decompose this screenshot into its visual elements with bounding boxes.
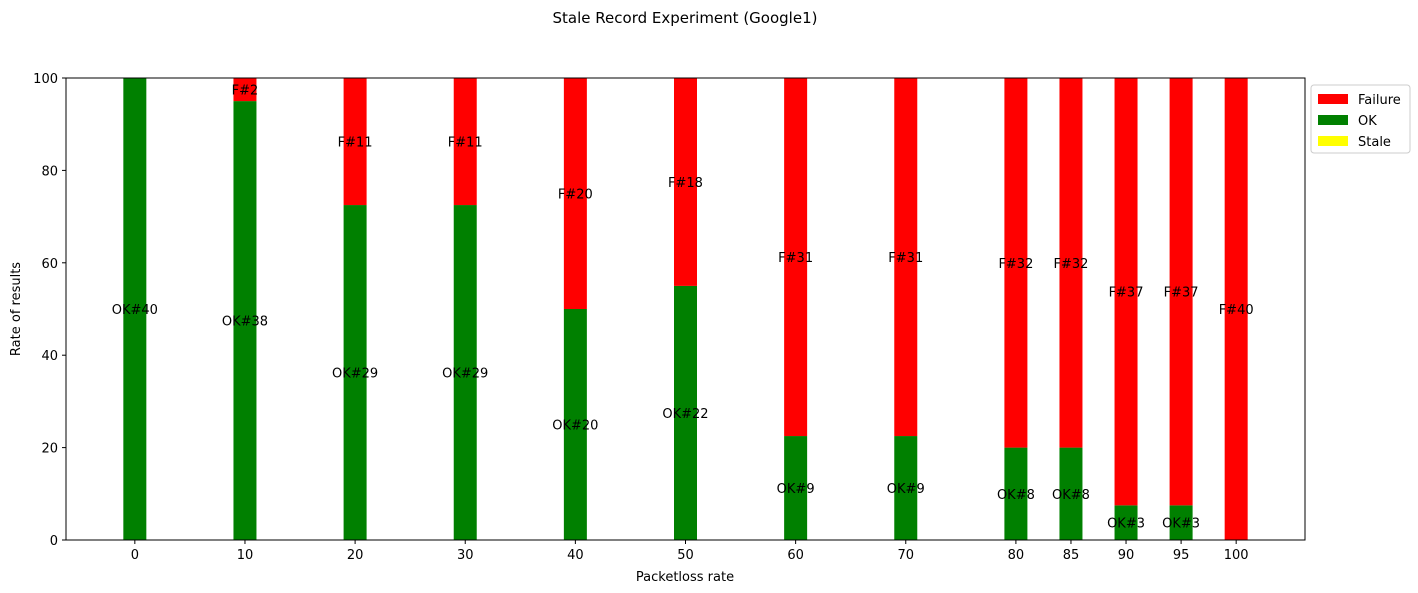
- y-tick-label: 0: [50, 534, 58, 549]
- bar-ok-90: [1114, 505, 1138, 540]
- bar-failure-90: [1114, 78, 1138, 506]
- x-tick-label: 70: [897, 548, 914, 563]
- x-tick-label: 20: [347, 548, 364, 563]
- bar-label-failure-50: F#18: [668, 176, 703, 191]
- bar-label-failure-70: F#31: [888, 251, 923, 266]
- bar-label-ok-0: OK#40: [112, 303, 158, 318]
- x-tick-label: 85: [1063, 548, 1080, 563]
- bar-ok-60: [784, 436, 808, 540]
- bar-label-ok-40: OK#20: [552, 419, 598, 434]
- bar-failure-80: [1004, 78, 1028, 448]
- legend-swatch-stale: [1318, 136, 1348, 146]
- bar-label-failure-40: F#20: [558, 188, 593, 203]
- bar-label-failure-30: F#11: [448, 136, 483, 151]
- y-tick-label: 100: [33, 72, 58, 87]
- legend-label-stale: Stale: [1358, 135, 1391, 150]
- bar-failure-95: [1169, 78, 1193, 506]
- bar-failure-60: [784, 78, 808, 437]
- bar-failure-20: [343, 78, 367, 206]
- x-tick-label: 100: [1224, 548, 1249, 563]
- x-axis-label: Packetloss rate: [636, 570, 734, 585]
- bar-ok-30: [453, 205, 477, 541]
- bar-ok-0: [123, 78, 147, 540]
- x-tick-label: 60: [787, 548, 804, 563]
- x-tick-label: 10: [237, 548, 254, 563]
- bar-label-failure-85: F#32: [1054, 257, 1089, 272]
- legend-label-ok: OK: [1358, 114, 1377, 129]
- legend: Failure OK Stale: [1310, 84, 1411, 154]
- y-tick-label: 40: [41, 349, 58, 364]
- bar-label-ok-20: OK#29: [332, 367, 378, 382]
- bar-label-ok-10: OK#38: [222, 315, 268, 330]
- bar-label-ok-95: OK#3: [1162, 517, 1200, 532]
- x-tick-label: 40: [567, 548, 584, 563]
- legend-swatch-failure: [1318, 94, 1348, 104]
- bar-label-ok-90: OK#3: [1107, 517, 1145, 532]
- bar-label-failure-95: F#37: [1164, 286, 1199, 301]
- legend-label-failure: Failure: [1358, 93, 1401, 108]
- bar-label-ok-30: OK#29: [442, 367, 488, 382]
- bar-label-ok-80: OK#8: [997, 488, 1035, 503]
- bar-label-ok-50: OK#22: [662, 407, 708, 422]
- bar-failure-100: [1224, 78, 1248, 540]
- bar-ok-50: [674, 285, 697, 540]
- bar-failure-10: [233, 78, 257, 102]
- bar-label-failure-20: F#11: [338, 136, 373, 151]
- bar-label-failure-80: F#32: [998, 257, 1033, 272]
- bar-label-failure-10: F#2: [232, 84, 259, 99]
- bar-ok-85: [1059, 447, 1083, 540]
- bar-failure-30: [453, 78, 477, 206]
- bar-failure-85: [1059, 78, 1083, 448]
- y-tick-label: 60: [41, 257, 58, 272]
- bar-ok-20: [343, 205, 367, 541]
- y-tick-label: 80: [41, 164, 58, 179]
- y-axis-label: Rate of results: [9, 262, 24, 356]
- bar-label-ok-70: OK#9: [887, 482, 925, 497]
- bar-ok-95: [1169, 505, 1193, 540]
- bar-label-failure-90: F#37: [1109, 286, 1144, 301]
- legend-swatch-ok: [1318, 115, 1348, 125]
- bar-failure-50: [674, 78, 697, 286]
- chart-title: Stale Record Experiment (Google1): [553, 9, 818, 27]
- bar-label-ok-85: OK#8: [1052, 488, 1090, 503]
- bar-ok-70: [894, 436, 918, 540]
- bar-failure-40: [563, 78, 587, 309]
- x-tick-label: 30: [457, 548, 474, 563]
- bar-label-failure-60: F#31: [778, 251, 813, 266]
- x-tick-label: 0: [131, 548, 139, 563]
- bar-label-ok-60: OK#9: [777, 482, 815, 497]
- bar-ok-80: [1004, 447, 1028, 540]
- x-tick-label: 50: [677, 548, 694, 563]
- bar-ok-40: [563, 309, 587, 540]
- bar-ok-10: [233, 101, 257, 540]
- plot-area: OK#40 OK#38 F#2 OK#29 F#11 OK#29 F#11 OK#20 F#20…: [33, 72, 1306, 563]
- bar-label-failure-100: F#40: [1219, 303, 1254, 318]
- y-tick-label: 20: [41, 442, 58, 457]
- x-tick-label: 90: [1118, 548, 1135, 563]
- x-tick-label: 95: [1173, 548, 1190, 563]
- bar-failure-70: [894, 78, 918, 437]
- x-tick-label: 80: [1008, 548, 1025, 563]
